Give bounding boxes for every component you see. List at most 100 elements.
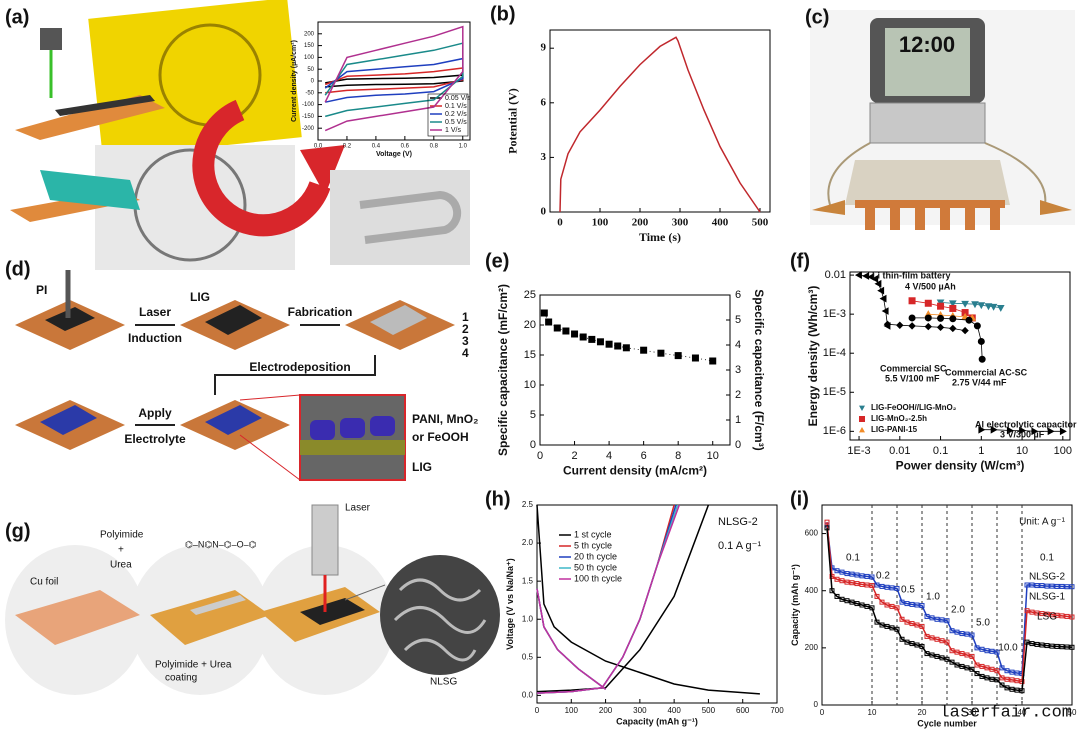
label: PI [36,283,47,297]
annotation: Unit: A g⁻¹ [1019,517,1066,528]
marker [904,619,910,625]
y-tick-label: 0 [814,700,819,709]
y-tick-label: -200 [302,126,315,132]
marker [869,583,875,589]
marker [954,662,960,668]
panel-g-art: ⌬–N⌬N–⌬–O–⌬ [5,504,500,695]
marker [839,578,845,584]
annotation: 3 V/300 µF [1000,429,1045,439]
marker [1054,583,1060,589]
marker [844,571,850,577]
marker [864,603,870,609]
annotation: 0.1 A g⁻¹ [718,540,761,552]
marker [889,603,895,609]
y-tick-label: -100 [302,102,315,108]
marker [1014,678,1020,684]
marker [1039,611,1045,617]
panel-label: (d) [5,258,31,280]
marker [924,633,930,639]
marker [971,301,979,309]
marker [899,616,905,622]
label: LIG [412,460,432,474]
label: Polyimide + Urea [155,660,232,671]
marker [1004,676,1010,682]
label: Polyimide [100,530,144,541]
marker [1069,644,1075,650]
annotation: 0.5 [901,585,915,596]
x-axis-label: Current density (mA/cm²) [563,464,707,478]
legend-box [427,93,469,137]
y2-tick-label: 2 [735,389,741,401]
x-tick-label: 0.8 [430,144,439,150]
marker [1014,670,1020,676]
panel-d-art [15,270,455,481]
marker [1047,427,1055,436]
panel-label: (e) [485,250,509,272]
annotation: Li thin-film battery [872,270,951,280]
marker [1049,583,1055,589]
y-tick-label: -50 [305,90,314,96]
marker [894,605,900,611]
marker [862,272,870,280]
legend-label: 50 th cycle [574,562,617,572]
marker [977,337,985,345]
marker [944,656,950,662]
y-tick-label: 25 [524,289,536,301]
y-axis-label: Voltage (V vs Na/Na⁺) [505,558,515,650]
marker [959,663,965,669]
marker [874,593,880,599]
y-tick-label: 1.0 [522,614,534,623]
y-tick-label: 0 [530,439,536,451]
marker [1029,641,1035,647]
marker [869,574,875,580]
marker [1019,688,1025,694]
marker [969,666,975,672]
marker [994,668,1000,674]
marker [924,651,930,657]
annotation: 2.75 V/44 mF [952,377,1007,387]
marker [1009,669,1015,675]
marker [989,648,995,654]
marker [924,613,930,619]
x-tick-label: 400 [712,217,729,229]
marker [984,303,993,311]
annotation: 0.2 [876,571,890,582]
y-tick-label: 400 [805,586,819,595]
x-tick-label: 10 [707,450,719,462]
annotation: Al electrolytic capacitor [975,419,1077,429]
marker [884,602,890,608]
annotation: 10.0 [998,643,1018,654]
y-tick-label: 0.0 [522,690,534,699]
marker [929,635,935,641]
marker [949,628,955,634]
legend-label: 1 st cycle [574,529,612,539]
marker [973,322,981,330]
legend-label: LIG-MnO₂-2.5h [871,414,927,423]
marker [871,275,879,283]
marker [959,631,965,637]
marker [944,618,950,624]
annotation: NLSG-2 [718,516,758,528]
marker [949,304,957,312]
marker [1064,613,1070,619]
marker [1044,583,1050,589]
marker [1034,583,1040,589]
marker [964,631,970,637]
marker [605,340,613,348]
marker [849,599,855,605]
marker [999,665,1005,671]
y-tick-label: 9 [541,42,547,54]
marker [879,294,887,303]
y-tick-label: 3 [541,151,547,163]
y-tick-label: 150 [304,43,315,49]
marker [881,307,889,315]
y-axis-label: Current density (µA/cm²) [291,40,298,122]
marker [939,638,945,644]
marker [859,602,865,608]
marker [999,675,1005,681]
marker [904,601,910,607]
x-tick-label: 500 [752,217,769,229]
label: Electrolyte [124,432,186,446]
x-tick-label: 20 [918,708,927,717]
y-tick-label: 6 [541,96,547,108]
